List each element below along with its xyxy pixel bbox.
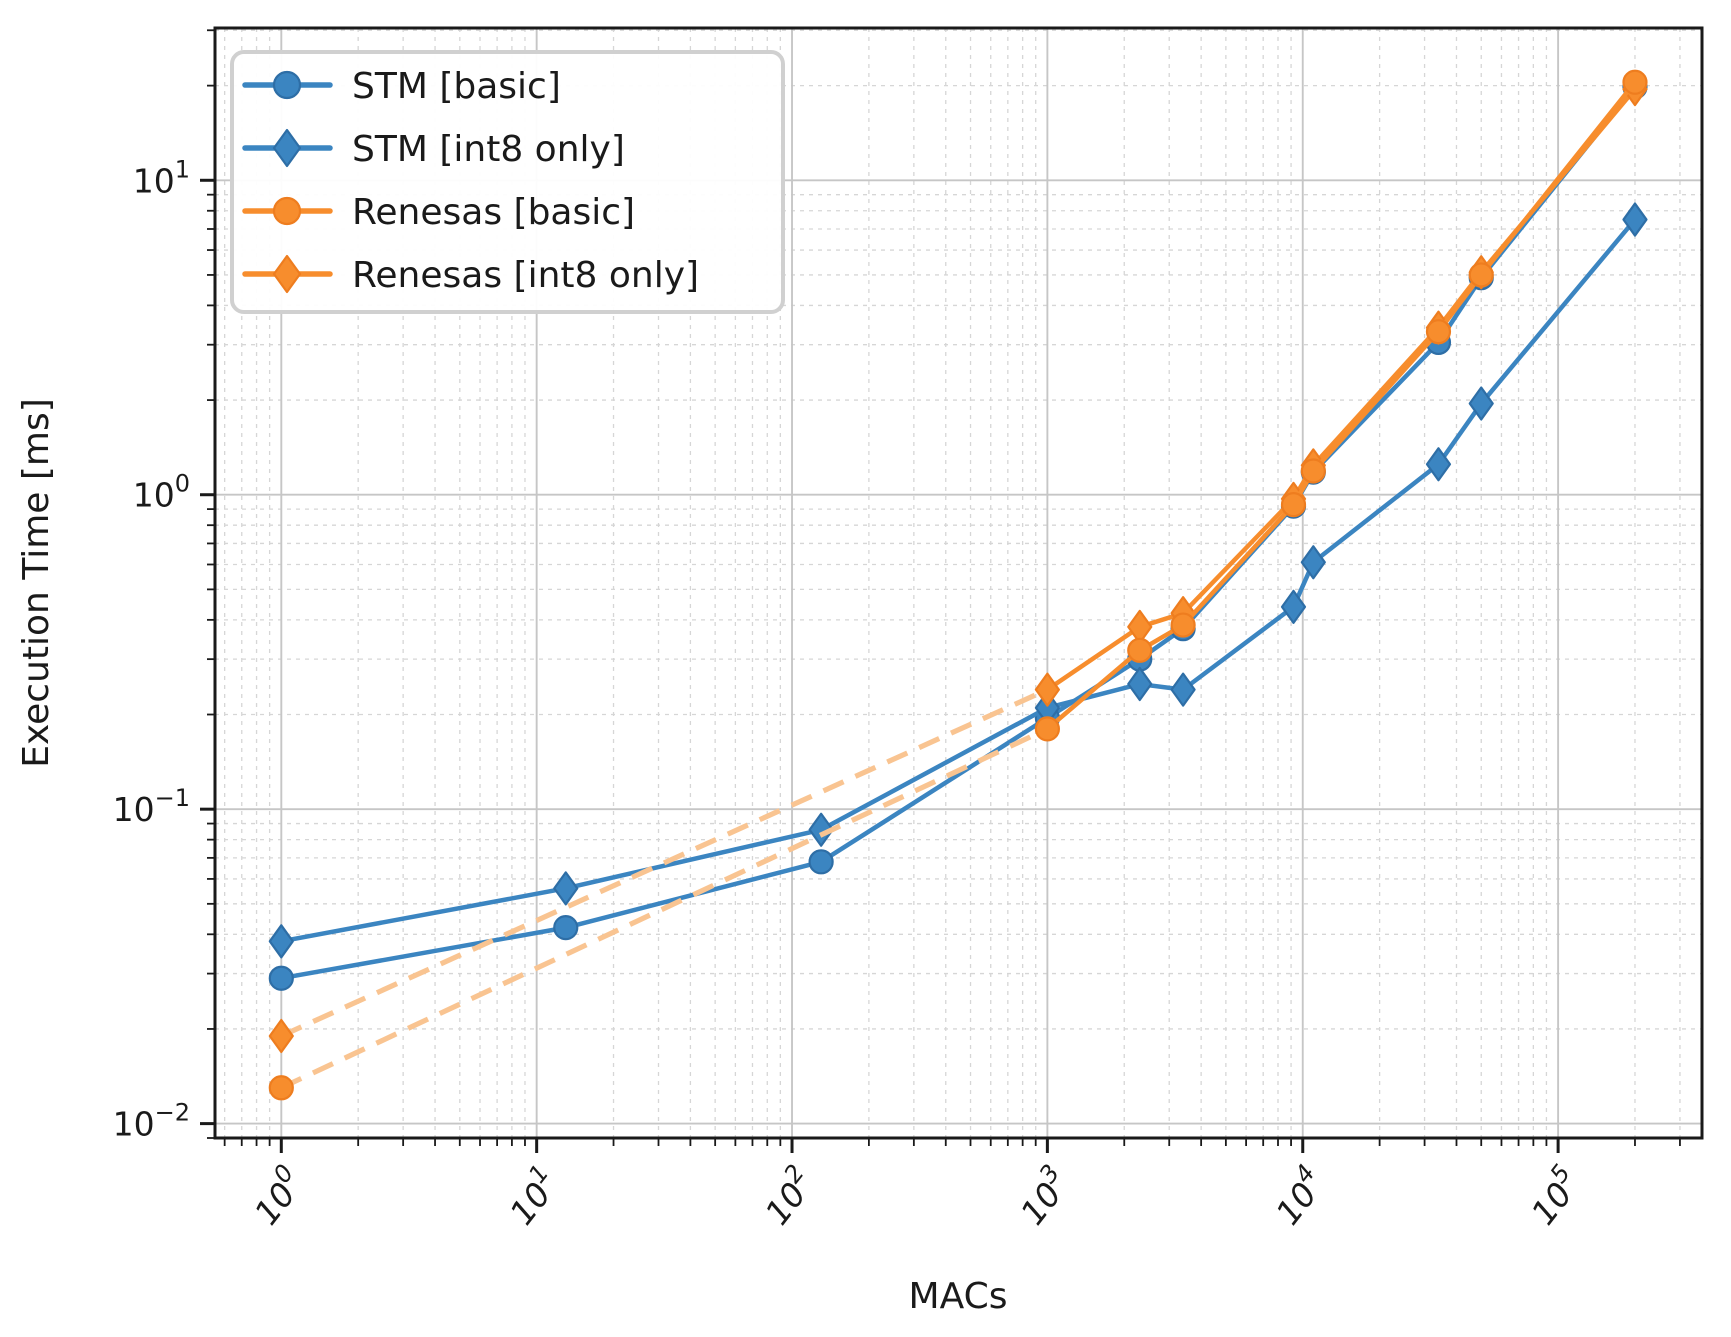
data-point-diamond — [553, 871, 579, 906]
series-stm-int8-only — [268, 202, 1648, 959]
axes-layer — [200, 26, 1704, 1153]
data-point-circle — [1034, 716, 1060, 742]
tick-labels: 100 101 102 103 104 105 101 100 10−1 10−2 — [113, 155, 1590, 1232]
series-line-dashed — [280, 726, 1049, 1091]
data-point-diamond — [1170, 672, 1196, 707]
series-layer — [268, 69, 1648, 1101]
x-tick-label: 102 — [753, 1159, 824, 1232]
x-tick-label: 105 — [1519, 1159, 1590, 1232]
data-point-diamond — [1468, 386, 1494, 421]
data-point-diamond — [1300, 545, 1326, 580]
data-point-circle — [1468, 262, 1494, 288]
legend-item-label: STM [basic] — [352, 66, 561, 107]
x-tick-label: 103 — [1008, 1159, 1079, 1232]
legend-item-2: Renesas [basic] — [242, 192, 635, 233]
data-point-circle — [1127, 637, 1153, 663]
y-tick-label: 101 — [133, 155, 190, 200]
legend-item-label: Renesas [int8 only] — [352, 255, 699, 296]
data-point-diamond — [268, 1018, 294, 1054]
data-point-diamond — [808, 812, 834, 847]
legend-circle-marker — [272, 196, 302, 226]
plot-border — [213, 26, 1704, 1140]
legend-item-1: STM [int8 only] — [242, 128, 625, 170]
data-point-circle — [553, 915, 579, 941]
y-tick-label: 100 — [133, 470, 190, 515]
legend-item-0: STM [basic] — [242, 66, 561, 107]
legend-diamond-marker — [272, 254, 302, 294]
data-point-circle — [1280, 492, 1307, 518]
y-tick-label: 10−2 — [113, 1099, 190, 1144]
y-tick-label: 10−1 — [113, 784, 190, 829]
legend-item-3: Renesas [int8 only] — [242, 254, 699, 296]
data-point-circle — [1425, 319, 1452, 345]
series-line-dashed — [280, 687, 1049, 1039]
data-point-diamond — [1622, 202, 1648, 237]
legend-circle-marker — [272, 70, 302, 100]
data-point-circle — [268, 1075, 294, 1101]
data-point-circle — [808, 849, 834, 875]
legend-item-label: STM [int8 only] — [352, 129, 625, 170]
data-point-circle — [1300, 458, 1326, 484]
data-point-diamond — [1034, 672, 1060, 707]
y-axis-label: Execution Time [ms] — [16, 398, 57, 768]
x-axis-label: MACs — [909, 1276, 1008, 1317]
data-point-diamond — [1280, 589, 1307, 624]
data-point-diamond — [1127, 666, 1153, 702]
series-renesas-basic — [268, 69, 1648, 1101]
data-point-circle — [1170, 612, 1196, 638]
x-tick-label: 100 — [242, 1159, 313, 1232]
legend-diamond-marker — [272, 128, 302, 168]
legend: STM [basic] STM [int8 only] Renesas [basic… — [230, 50, 785, 314]
legend-box — [230, 50, 785, 314]
x-tick-label: 104 — [1263, 1159, 1334, 1232]
legend-item-label: Renesas [basic] — [352, 192, 635, 233]
data-point-circle — [1622, 69, 1648, 95]
data-point-diamond — [268, 924, 294, 959]
x-tick-label: 101 — [497, 1159, 568, 1232]
data-point-diamond — [1425, 447, 1452, 482]
data-point-circle — [268, 965, 294, 991]
